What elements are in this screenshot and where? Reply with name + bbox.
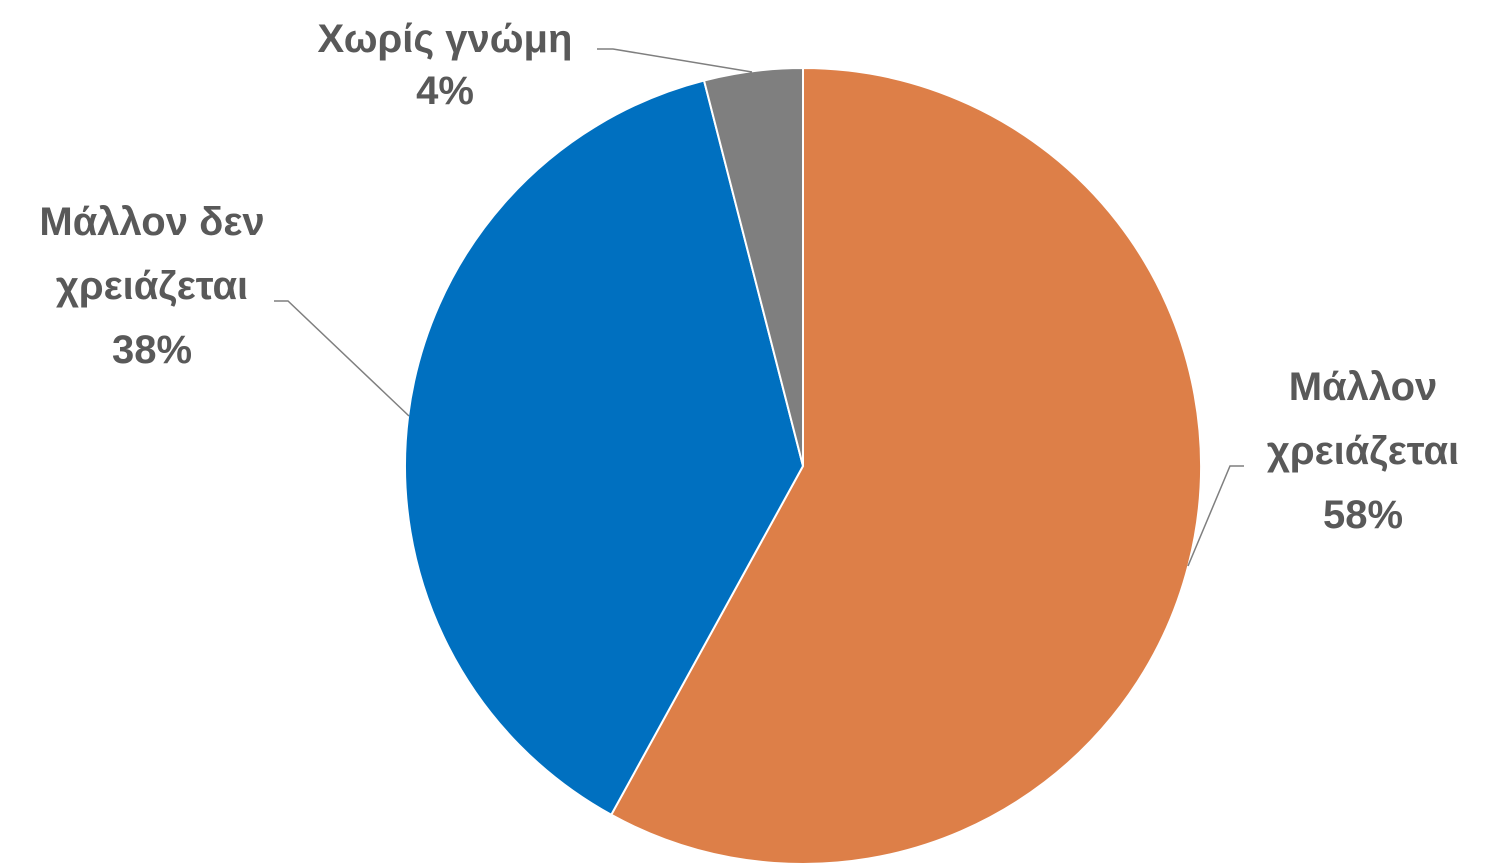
slice-label-line: χρειάζεται (56, 264, 248, 308)
pie-slice-no-opinion (702, 66, 804, 467)
slice-label-line: 38% (112, 328, 192, 372)
slice-label-line: Μάλλον δεν (39, 200, 264, 244)
leader-line-rather-not-needed (274, 300, 410, 417)
slice-label-line: 58% (1323, 493, 1403, 537)
slice-label-no-opinion: Χωρίς γνώμη 4% (318, 17, 573, 113)
slice-label-line: χρειάζεται (1267, 429, 1459, 473)
leader-line-rather-needed (1187, 465, 1244, 567)
slice-label-rather-needed: Μάλλον χρειάζεται 58% (1267, 365, 1459, 537)
pie-slices (403, 66, 1202, 864)
leader-line-no-opinion (597, 48, 753, 73)
slice-label-line: 4% (416, 69, 474, 113)
slice-label-line: Χωρίς γνώμη (318, 17, 573, 61)
leader-lines (274, 48, 1244, 567)
slice-label-line: Μάλλον (1289, 365, 1438, 409)
slice-labels: Μάλλον χρειάζεται 58% Μάλλον δεν χρειάζεται 3… (39, 17, 1459, 537)
slice-label-rather-not-needed: Μάλλον δεν χρειάζεται 38% (39, 200, 264, 372)
